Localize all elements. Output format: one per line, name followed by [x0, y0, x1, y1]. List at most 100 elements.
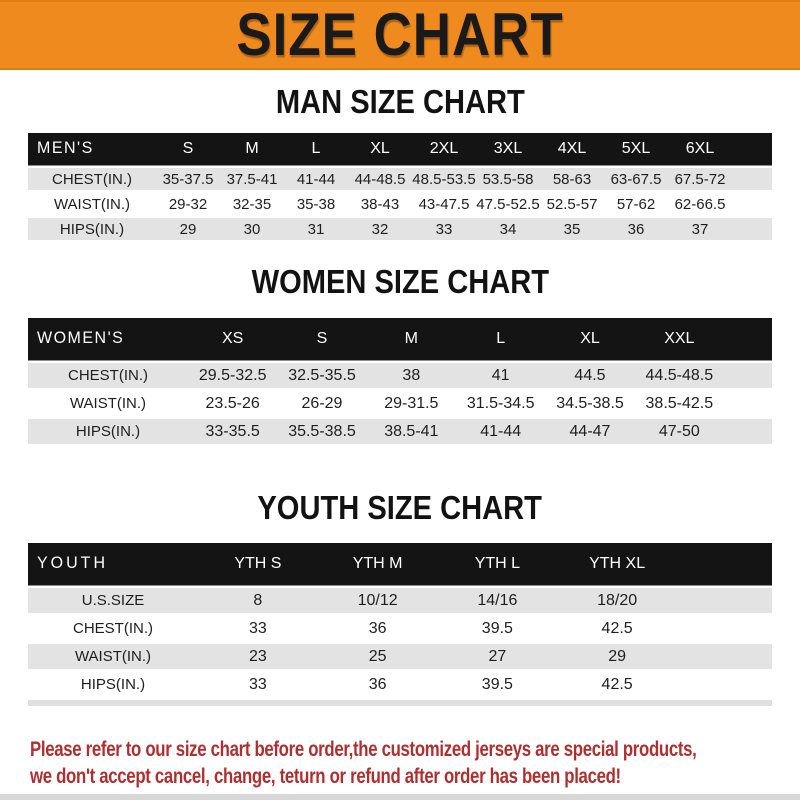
table-corner-label: WOMEN'S: [37, 329, 125, 348]
table-cell: 58-63: [552, 170, 592, 188]
table-cell: 32.5-35.5: [288, 366, 356, 384]
table-cell: 26-29: [301, 394, 343, 412]
table-cell: 34: [499, 220, 517, 238]
table-cell: 38: [402, 366, 421, 384]
table-row: WAIST(IN.) 23.5-26 26-29 29-31.5 31.5-34.5 34…: [28, 391, 772, 416]
column-header: 6XL: [685, 140, 715, 157]
men-section-title: MAN SIZE CHART: [275, 83, 525, 121]
table-cell: 35: [563, 220, 581, 238]
row-label: CHEST(IN.): [68, 367, 148, 384]
table-cell: 36: [368, 619, 387, 637]
table-header-row: MEN'S S M L XL 2XL 3XL 4XL 5XL 6XL: [28, 133, 772, 165]
table-cell: 23.5-26: [205, 394, 260, 412]
table-cell: 67.5-72: [674, 170, 726, 188]
women-section-title: WOMEN SIZE CHART: [251, 263, 549, 301]
table-cell: 36: [368, 675, 387, 693]
youth-section-title: YOUTH SIZE CHART: [257, 489, 543, 527]
table-cell: 42.5: [601, 619, 633, 637]
column-header: YTH S: [234, 555, 282, 572]
table-cell: 42.5: [601, 675, 633, 693]
row-label: U.S.SIZE: [81, 592, 145, 609]
size-chart-banner: SIZE CHART: [0, 0, 800, 70]
table-cell: 47.5-52.5: [476, 195, 540, 213]
row-label: WAIST(IN.): [69, 395, 147, 412]
column-header: 4XL: [557, 140, 587, 157]
table-cell: 36: [627, 220, 645, 238]
table-row: CHEST(IN.) 33 36 39.5 42.5: [28, 616, 772, 641]
warning-line-2: we don't accept cancel, change, teturn o…: [30, 765, 621, 788]
table-cell: 34.5-38.5: [556, 394, 624, 412]
table-cell: 63-67.5: [610, 170, 662, 188]
table-cell: 39.5: [481, 619, 513, 637]
table-cell: 62-66.5: [674, 195, 726, 213]
table-cell: 41-44: [480, 422, 522, 440]
table-row: WAIST(IN.) 23 25 27 29: [28, 644, 772, 669]
table-cell: 57-62: [616, 195, 656, 213]
table-cell: 37.5-41: [226, 170, 278, 188]
women-size-table: WOMEN'S XS S M L XL XXL CHEST(IN.) 29.5-32.5 32.5…: [28, 318, 772, 444]
column-header: L: [496, 330, 506, 347]
table-cell: 38-43: [360, 195, 400, 213]
table-cell: 44-47: [569, 422, 611, 440]
table-cell: 44.5-48.5: [645, 366, 714, 384]
table-cell: 30: [243, 220, 261, 238]
row-label: HIPS(IN.): [75, 423, 141, 440]
table-cell: 35.5-38.5: [288, 422, 356, 440]
table-cell: 29-32: [168, 195, 208, 213]
table-row: CHEST(IN.) 35-37.5 37.5-41 41-44 44-48.5 48.5…: [28, 168, 772, 190]
table-cell: 43-47.5: [418, 195, 470, 213]
column-header: M: [404, 330, 418, 347]
row-label: HIPS(IN.): [59, 220, 125, 238]
table-cell: 8: [253, 591, 263, 609]
order-warning-text: Please refer to our size chart before or…: [30, 736, 800, 790]
youth-size-table: YOUTH YTH S YTH M YTH L YTH XL U.S.SIZE 8 10/12…: [28, 543, 772, 706]
table-cell: 29: [179, 220, 197, 238]
table-cell: 48.5-53.5: [412, 170, 476, 188]
table-cell: 18/20: [597, 591, 638, 609]
table-cell: 29: [608, 647, 627, 665]
table-cell: 33-35.5: [205, 422, 260, 440]
row-label: HIPS(IN.): [80, 676, 146, 693]
table-cell: 33: [435, 220, 453, 238]
table-header-row: YOUTH YTH S YTH M YTH L YTH XL: [28, 543, 772, 585]
table-cell: 39.5: [481, 675, 513, 693]
table-cell: 25: [368, 647, 387, 665]
table-cell: 14/16: [477, 591, 518, 609]
table-corner-label: YOUTH: [37, 554, 108, 573]
row-label: CHEST(IN.): [73, 620, 153, 637]
column-header: YTH M: [352, 555, 403, 572]
column-header: 5XL: [621, 140, 651, 157]
table-cell: 29.5-32.5: [198, 366, 267, 384]
table-row: HIPS(IN.) 29 30 31 32 33 34 35 36 37: [28, 218, 772, 240]
table-corner-label: MEN'S: [37, 139, 94, 158]
row-label: CHEST(IN.): [52, 170, 132, 188]
table-cell: 31.5-34.5: [466, 394, 535, 412]
table-cell: 38.5-42.5: [645, 394, 714, 412]
banner-title: SIZE CHART: [236, 1, 564, 69]
column-header: XXL: [664, 330, 695, 347]
column-header: L: [311, 140, 321, 157]
table-cell: 33: [248, 619, 267, 637]
table-row: HIPS(IN.) 33-35.5 35.5-38.5 38.5-41 41-44 44-…: [28, 419, 772, 444]
table-cell: 35-37.5: [162, 170, 214, 188]
column-header: XL: [580, 330, 600, 347]
column-header: S: [182, 140, 194, 157]
table-cell: 44-48.5: [354, 170, 406, 188]
column-header: 3XL: [493, 140, 523, 157]
column-header: 2XL: [429, 140, 459, 157]
table-row: WAIST(IN.) 29-32 32-35 35-38 38-43 43-47.5 47.…: [28, 193, 772, 215]
row-label: WAIST(IN.): [74, 648, 152, 665]
column-header: YTH L: [474, 555, 521, 572]
table-row: U.S.SIZE 8 10/12 14/16 18/20: [28, 588, 772, 613]
table-cell: 27: [488, 647, 507, 665]
column-header: M: [245, 140, 259, 157]
table-cell: 52.5-57: [546, 195, 598, 213]
table-cell: 23: [248, 647, 267, 665]
table-cell: 32: [371, 220, 389, 238]
table-row: HIPS(IN.) 33 36 39.5 42.5: [28, 672, 772, 697]
warning-line-1: Please refer to our size chart before or…: [30, 738, 697, 761]
men-size-table: MEN'S S M L XL 2XL 3XL 4XL 5XL 6XL CHEST(IN.) 35-37…: [28, 133, 772, 240]
bottom-edge-strip: [0, 794, 800, 800]
table-cell: 44.5: [574, 366, 606, 384]
table-cell: 33: [248, 675, 267, 693]
